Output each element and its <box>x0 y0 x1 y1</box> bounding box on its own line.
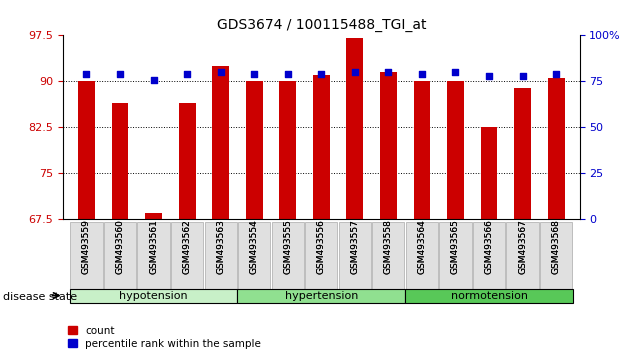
Text: GSM493562: GSM493562 <box>183 219 192 274</box>
Bar <box>346 39 364 219</box>
Bar <box>313 75 329 219</box>
Point <box>316 71 326 77</box>
Text: GSM493559: GSM493559 <box>82 219 91 274</box>
FancyBboxPatch shape <box>71 222 103 289</box>
FancyBboxPatch shape <box>137 222 169 289</box>
Text: hypotension: hypotension <box>119 291 188 301</box>
Text: GSM493560: GSM493560 <box>115 219 125 274</box>
Text: normotension: normotension <box>450 291 527 301</box>
Point <box>215 69 226 75</box>
Point <box>551 71 561 77</box>
FancyBboxPatch shape <box>473 222 505 289</box>
Bar <box>212 66 229 219</box>
Point <box>517 73 527 79</box>
Point <box>450 69 461 75</box>
Text: GSM493557: GSM493557 <box>350 219 359 274</box>
Bar <box>413 81 430 219</box>
FancyBboxPatch shape <box>339 222 371 289</box>
Bar <box>78 81 95 219</box>
Point <box>249 71 260 77</box>
Point <box>484 73 494 79</box>
FancyBboxPatch shape <box>305 222 338 289</box>
Point <box>417 71 427 77</box>
FancyBboxPatch shape <box>238 289 405 303</box>
Text: GSM493556: GSM493556 <box>317 219 326 274</box>
Bar <box>179 103 195 219</box>
Bar <box>481 127 498 219</box>
Bar <box>547 78 564 219</box>
Text: GSM493563: GSM493563 <box>216 219 225 274</box>
Bar <box>112 103 129 219</box>
FancyBboxPatch shape <box>405 289 573 303</box>
Text: GSM493567: GSM493567 <box>518 219 527 274</box>
Text: GSM493568: GSM493568 <box>552 219 561 274</box>
FancyBboxPatch shape <box>272 222 304 289</box>
FancyBboxPatch shape <box>439 222 472 289</box>
Text: GSM493568: GSM493568 <box>552 219 561 274</box>
Text: GSM493561: GSM493561 <box>149 219 158 274</box>
Bar <box>279 81 296 219</box>
Point <box>115 71 125 77</box>
Point <box>182 71 192 77</box>
FancyBboxPatch shape <box>406 222 438 289</box>
FancyBboxPatch shape <box>540 222 572 289</box>
Text: GSM493560: GSM493560 <box>115 219 125 274</box>
Text: GSM493564: GSM493564 <box>418 219 427 274</box>
FancyBboxPatch shape <box>104 222 136 289</box>
Text: GSM493564: GSM493564 <box>418 219 427 274</box>
Bar <box>145 213 162 219</box>
Text: GSM493554: GSM493554 <box>249 219 259 274</box>
Point <box>383 69 393 75</box>
Text: GSM493566: GSM493566 <box>484 219 493 274</box>
Text: GSM493567: GSM493567 <box>518 219 527 274</box>
Bar <box>380 72 397 219</box>
Bar <box>447 81 464 219</box>
Text: GSM493554: GSM493554 <box>249 219 259 274</box>
FancyBboxPatch shape <box>171 222 203 289</box>
Legend: count, percentile rank within the sample: count, percentile rank within the sample <box>68 326 261 349</box>
Point <box>81 71 91 77</box>
Bar <box>514 87 531 219</box>
Point <box>350 69 360 75</box>
Text: GSM493565: GSM493565 <box>451 219 460 274</box>
Text: GSM493566: GSM493566 <box>484 219 493 274</box>
Text: GSM493558: GSM493558 <box>384 219 393 274</box>
Text: disease state: disease state <box>3 292 77 302</box>
Text: GSM493555: GSM493555 <box>284 219 292 274</box>
FancyBboxPatch shape <box>372 222 404 289</box>
Text: GSM493558: GSM493558 <box>384 219 393 274</box>
Title: GDS3674 / 100115488_TGI_at: GDS3674 / 100115488_TGI_at <box>217 18 426 32</box>
Point <box>283 71 293 77</box>
Text: GSM493557: GSM493557 <box>350 219 359 274</box>
Text: GSM493562: GSM493562 <box>183 219 192 274</box>
FancyBboxPatch shape <box>507 222 539 289</box>
Point <box>149 77 159 82</box>
Text: GSM493556: GSM493556 <box>317 219 326 274</box>
Text: GSM493561: GSM493561 <box>149 219 158 274</box>
Text: GSM493559: GSM493559 <box>82 219 91 274</box>
FancyBboxPatch shape <box>70 289 238 303</box>
Text: GSM493555: GSM493555 <box>284 219 292 274</box>
Text: hypertension: hypertension <box>285 291 358 301</box>
FancyBboxPatch shape <box>205 222 237 289</box>
Text: GSM493563: GSM493563 <box>216 219 225 274</box>
Text: GSM493565: GSM493565 <box>451 219 460 274</box>
FancyBboxPatch shape <box>238 222 270 289</box>
Bar <box>246 81 263 219</box>
